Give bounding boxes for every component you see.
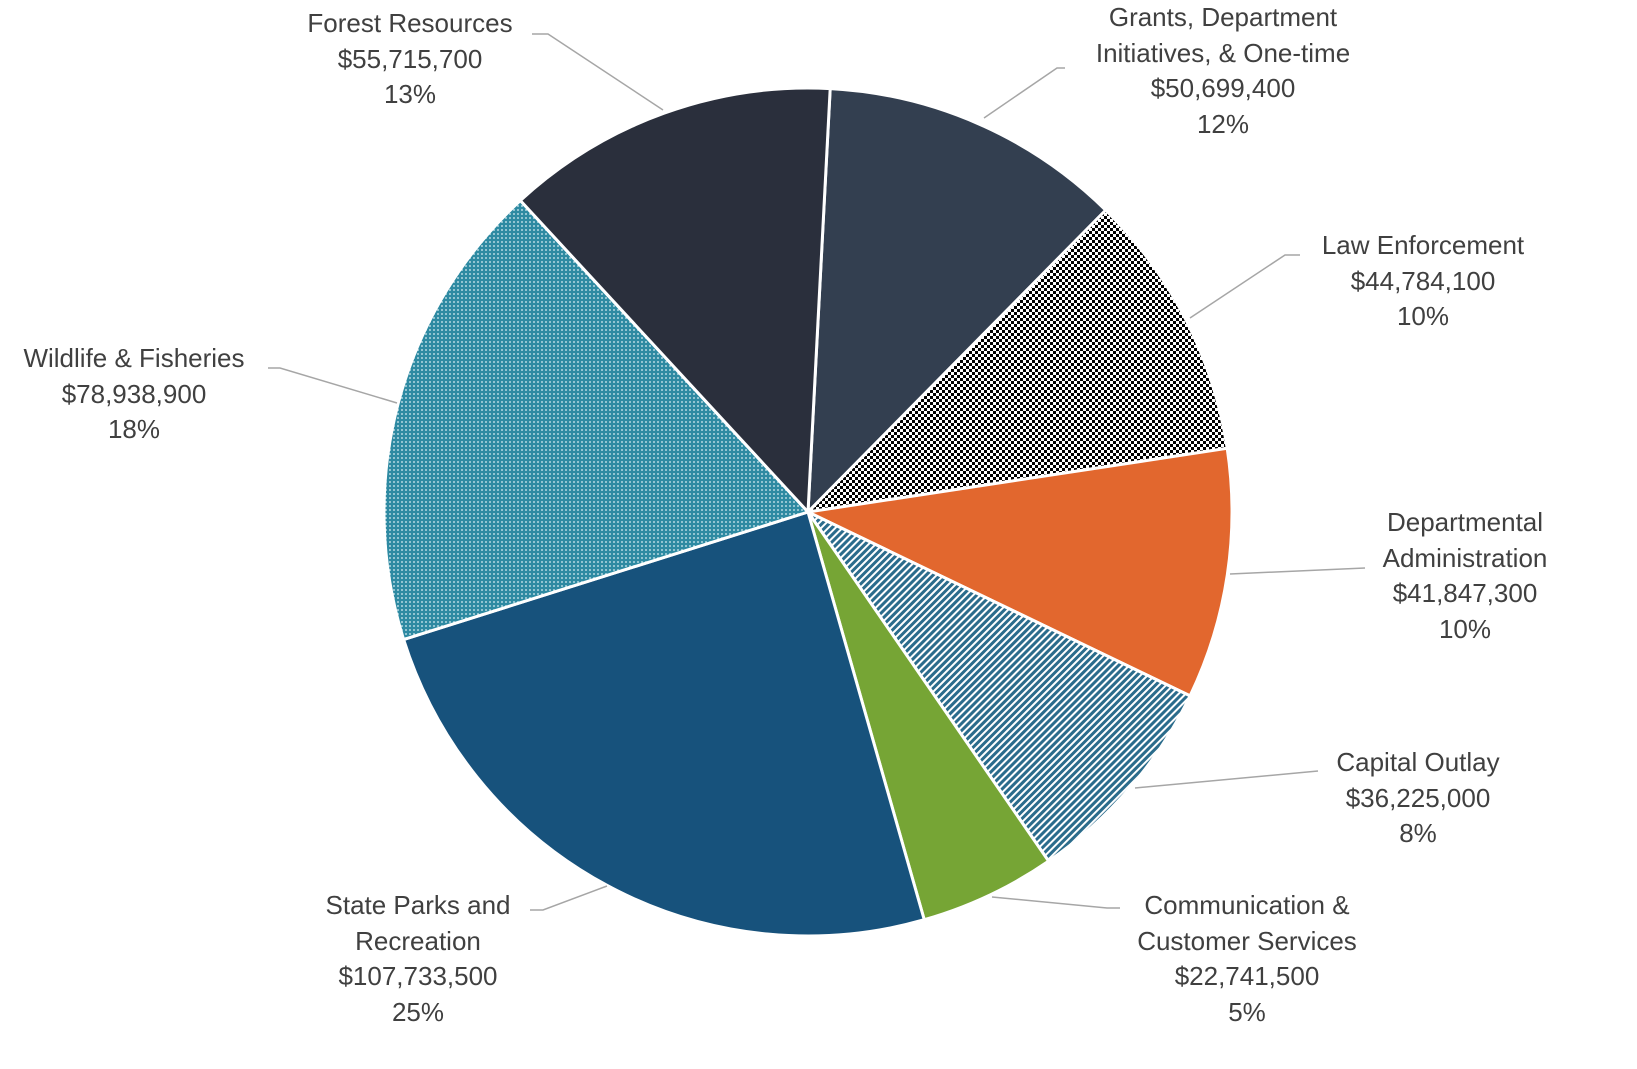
data-label: Law Enforcement $44,784,100 10%: [1293, 228, 1553, 335]
leader-line: [1189, 254, 1300, 319]
pie-slice: [803, 208, 1229, 515]
percent-label: 10%: [1396, 301, 1450, 331]
pie-slice: [401, 510, 927, 938]
category-label: Capital Outlay: [1336, 747, 1500, 777]
data-label: State Parks and Recreation $107,733,500 25…: [305, 888, 531, 1030]
category-label: Forest Resources: [307, 8, 513, 38]
category-label: Law Enforcement: [1321, 230, 1525, 260]
leader-line: [268, 367, 398, 404]
category-label: Departmental Administration: [1382, 507, 1548, 573]
data-label: Wildlife & Fisheries $78,938,900 18%: [0, 341, 268, 448]
leader-line: [983, 67, 1065, 119]
pie-slice: [802, 446, 1234, 698]
value-label: $41,847,300: [1392, 578, 1538, 608]
data-label: Capital Outlay $36,225,000 8%: [1298, 745, 1538, 852]
leader-line: [1134, 770, 1319, 789]
pie-slice: [806, 87, 1108, 516]
data-label: Departmental Administration $41,847,300 10…: [1363, 505, 1568, 647]
category-label: Communication & Customer Services: [1137, 890, 1357, 956]
leader-line: [530, 885, 608, 911]
leader-line: [532, 33, 664, 111]
data-label: Grants, Department Initiatives, & One-ti…: [1067, 0, 1379, 142]
value-label: $50,699,400: [1150, 73, 1296, 103]
percent-label: 13%: [383, 79, 437, 109]
value-label: $107,733,500: [338, 961, 498, 991]
percent-label: 12%: [1196, 108, 1250, 139]
value-label: $22,741,500: [1174, 961, 1320, 991]
data-label: Forest Resources $55,715,700 13%: [280, 6, 540, 113]
percent-label: 18%: [107, 414, 161, 444]
percent-label: 25%: [391, 996, 445, 1027]
percent-label: 8%: [1399, 818, 1437, 848]
value-label: $36,225,000: [1345, 782, 1491, 813]
category-label: Grants, Department Initiatives, & One-ti…: [1095, 2, 1351, 68]
pie-slice: [518, 86, 832, 516]
percent-label: 5%: [1228, 996, 1266, 1027]
percent-label: 10%: [1438, 613, 1492, 644]
pie-slice: [806, 511, 1051, 922]
value-label: $78,938,900: [61, 378, 207, 409]
leader-line: [991, 896, 1120, 909]
value-label: $55,715,700: [337, 43, 483, 74]
leader-line: [1229, 567, 1366, 575]
category-label: Wildlife & Fisheries: [23, 343, 245, 373]
data-label: Communication & Customer Services $22,741…: [1114, 888, 1380, 1030]
pie-slice: [803, 508, 1193, 864]
category-label: State Parks and Recreation: [325, 890, 511, 956]
pie-slice: [382, 198, 811, 642]
value-label: $44,784,100: [1350, 265, 1496, 296]
